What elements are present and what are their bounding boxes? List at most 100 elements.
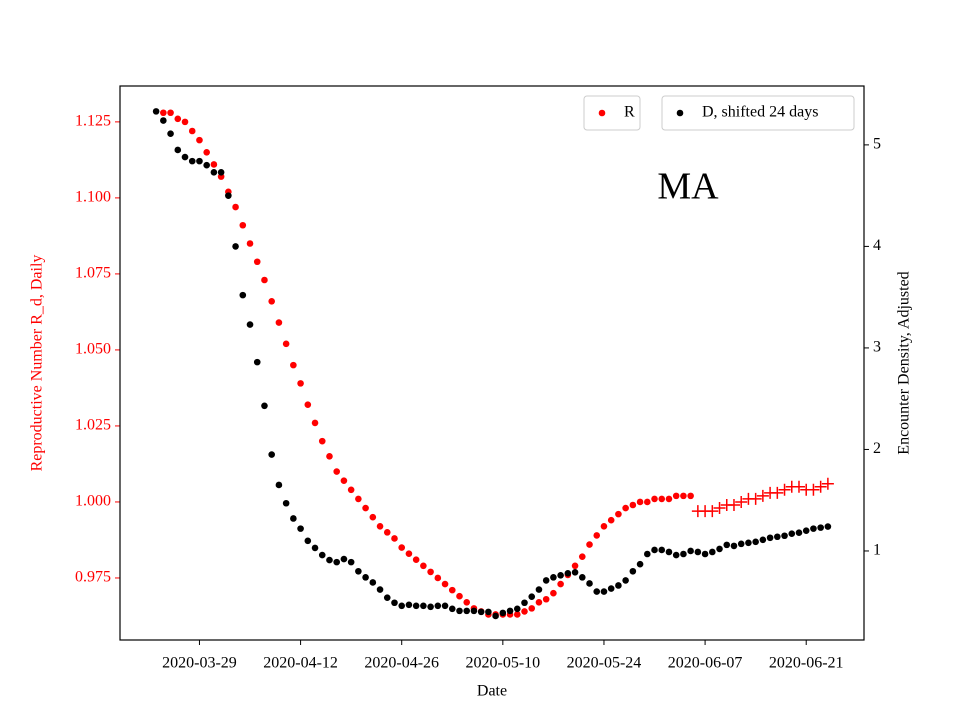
point [268, 297, 275, 305]
point [297, 380, 304, 387]
point [311, 419, 319, 427]
y-tick-label: 1.050 [75, 341, 111, 358]
point [232, 203, 239, 211]
point [420, 602, 427, 610]
point [535, 586, 543, 593]
point [340, 477, 348, 484]
point [802, 527, 810, 534]
point [737, 540, 745, 548]
point [571, 568, 579, 576]
y2-tick-label: 3 [873, 339, 881, 356]
y2-tick-label: 2 [873, 440, 881, 457]
point [282, 340, 290, 348]
point [607, 516, 615, 524]
point [521, 608, 528, 615]
y2-tick-label: 4 [873, 237, 881, 254]
point [795, 529, 803, 536]
point [333, 468, 340, 475]
point [448, 605, 456, 613]
point [434, 602, 442, 610]
point [680, 492, 687, 500]
point [745, 539, 752, 547]
point [600, 588, 608, 595]
point [253, 358, 261, 366]
point [636, 498, 644, 506]
point [730, 542, 738, 550]
legend-box [583, 95, 641, 131]
legend-label: R [624, 104, 635, 121]
point [427, 568, 434, 576]
point [550, 589, 557, 597]
y2-tick-label: 5 [873, 136, 881, 153]
x-tick-label: 2020-03-29 [162, 655, 237, 672]
plus-point [778, 483, 791, 496]
point [383, 594, 391, 601]
point [383, 529, 391, 536]
point [774, 533, 781, 541]
point [225, 192, 232, 199]
y-tick-label: 1.025 [75, 417, 111, 434]
legend-marker [676, 109, 684, 117]
point [217, 168, 225, 176]
point [485, 608, 492, 616]
point [253, 258, 261, 266]
point [290, 515, 297, 522]
point [304, 401, 312, 408]
point [593, 588, 601, 595]
point [448, 586, 456, 594]
point [578, 553, 586, 560]
point [376, 522, 384, 530]
point [239, 221, 247, 229]
point [463, 598, 471, 606]
x-tick-label: 2020-04-12 [263, 655, 338, 672]
point [160, 109, 167, 117]
point [362, 574, 369, 581]
plus-point [756, 489, 769, 502]
point [513, 605, 521, 613]
legend-box [661, 95, 855, 131]
point [521, 599, 528, 607]
x-axis-label: Date [477, 683, 507, 700]
point [636, 560, 644, 568]
point [362, 504, 369, 512]
point [304, 537, 312, 545]
point [340, 555, 348, 563]
point [477, 608, 485, 616]
y-tick-label: 0.975 [75, 569, 111, 586]
x-tick-label: 2020-06-07 [668, 655, 743, 672]
point [318, 437, 326, 445]
y2-axis-label: Encounter Density, Adjusted [896, 271, 913, 454]
point [167, 109, 174, 117]
point [716, 545, 723, 553]
point [817, 524, 824, 531]
point [376, 586, 384, 593]
point [347, 558, 355, 566]
point [665, 548, 673, 556]
point [615, 510, 622, 518]
point [181, 118, 189, 126]
point [542, 595, 550, 603]
point [355, 495, 362, 503]
point [405, 601, 413, 609]
point [275, 319, 283, 326]
x-tick-label: 2020-06-21 [769, 655, 844, 672]
point [506, 607, 514, 615]
point [261, 402, 268, 410]
point [412, 556, 420, 564]
point [644, 550, 651, 558]
point [174, 146, 182, 154]
point [586, 580, 593, 587]
point [398, 602, 406, 610]
point [607, 585, 615, 592]
point [174, 115, 182, 123]
point [513, 611, 521, 618]
plus-point [749, 492, 762, 505]
point [196, 136, 203, 144]
point [622, 577, 629, 584]
point [629, 567, 637, 575]
plus-point [814, 480, 827, 493]
y-tick-label: 1.000 [75, 493, 111, 510]
point [188, 157, 196, 165]
point [578, 574, 586, 581]
point [326, 556, 333, 564]
